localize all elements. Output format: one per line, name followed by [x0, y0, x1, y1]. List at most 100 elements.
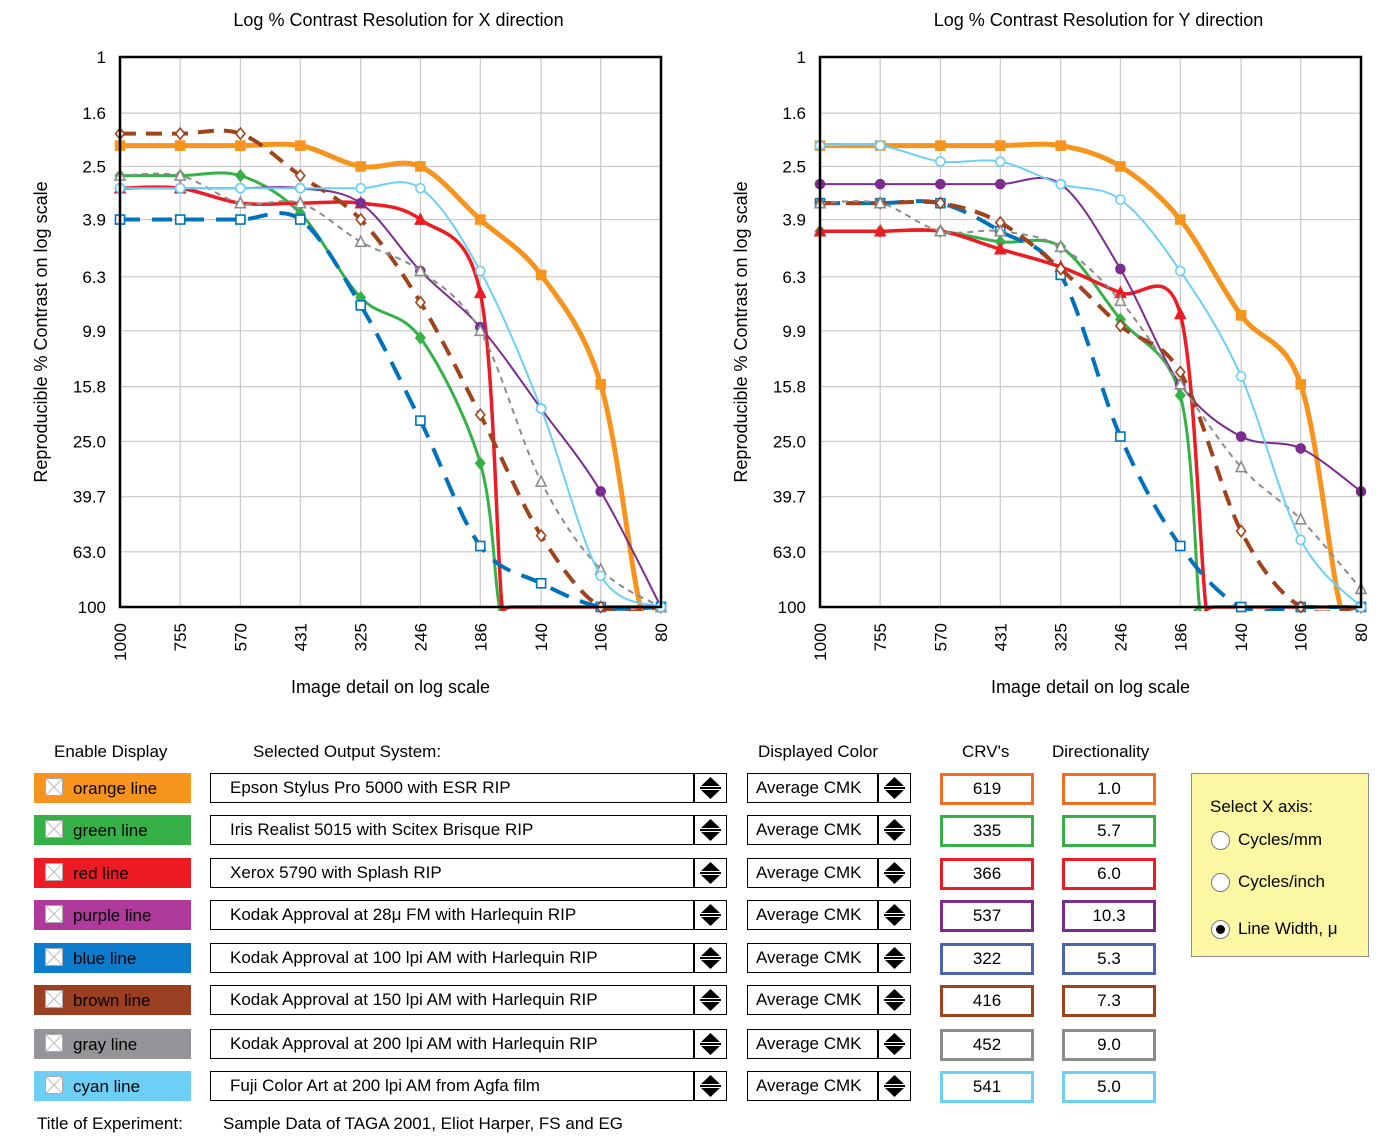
output-system-stepper[interactable] [694, 1029, 727, 1059]
output-system-stepper[interactable] [694, 943, 727, 973]
displayed-color-stepper[interactable] [878, 900, 911, 930]
displayed-color-field[interactable]: Average CMK [747, 815, 878, 845]
data-point-marker [873, 223, 887, 237]
enable-checkbox[interactable] [45, 820, 63, 838]
series-brown-line [114, 126, 667, 614]
enable-checkbox[interactable] [45, 990, 63, 1008]
output-system-field[interactable]: Kodak Approval at 28μ FM with Harlequin … [210, 900, 694, 930]
x-axis-radio-label[interactable]: Cycles/mm [1238, 830, 1323, 849]
data-point-marker [1294, 512, 1308, 525]
directionality-value: 5.0 [1062, 1071, 1156, 1103]
output-row: red line Xerox 5790 with Splash RIP Aver… [0, 858, 1385, 892]
enable-display-toggle[interactable]: green line [34, 815, 191, 845]
series-cyan-line [814, 140, 1367, 613]
enable-checkbox[interactable] [45, 778, 63, 796]
data-point-marker [415, 161, 426, 172]
output-system-field[interactable]: Kodak Approval at 200 lpi AM with Harleq… [210, 1029, 694, 1059]
y-tick-label: 1 [97, 48, 106, 67]
series-orange-line [814, 140, 1361, 611]
displayed-color-stepper[interactable] [878, 1071, 911, 1101]
output-system-stepper[interactable] [694, 773, 727, 803]
y-tick-label: 2.5 [782, 157, 806, 176]
data-point-marker [994, 156, 1006, 167]
enable-checkbox[interactable] [45, 1076, 63, 1094]
stepper-arrows-icon [884, 1033, 905, 1055]
x-axis-radio[interactable] [1211, 920, 1230, 939]
enable-display-toggle[interactable]: red line [34, 858, 191, 888]
data-point-marker [1174, 214, 1186, 225]
output-system-stepper[interactable] [694, 815, 727, 845]
output-system-stepper[interactable] [694, 1071, 727, 1101]
output-system-stepper[interactable] [694, 900, 727, 930]
data-point-marker [535, 403, 547, 414]
enable-display-label: cyan line [73, 1077, 141, 1096]
output-system-field[interactable]: Xerox 5790 with Splash RIP [210, 858, 694, 888]
enable-checkbox[interactable] [45, 905, 63, 923]
x-axis-radio-label[interactable]: Line Width, μ [1238, 919, 1338, 938]
data-point-marker [474, 540, 486, 552]
displayed-color-stepper[interactable] [878, 858, 911, 888]
data-point-marker [1235, 431, 1247, 442]
displayed-color-field[interactable]: Average CMK [747, 943, 878, 973]
output-row: blue line Kodak Approval at 100 lpi AM w… [0, 943, 1385, 977]
data-point-marker [1115, 431, 1126, 442]
y-tick-label: 15.8 [73, 378, 106, 397]
data-point-marker [1055, 140, 1067, 151]
displayed-color-stepper[interactable] [878, 943, 911, 973]
output-system-stepper[interactable] [694, 858, 727, 888]
enable-display-toggle[interactable]: cyan line [34, 1071, 191, 1101]
enable-checkbox[interactable] [45, 948, 63, 966]
enable-display-toggle[interactable]: brown line [34, 985, 191, 1015]
data-point-marker [294, 182, 306, 194]
output-system-field[interactable]: Iris Realist 5015 with Scitex Brisque RI… [210, 815, 694, 845]
displayed-color-field[interactable]: Average CMK [747, 858, 878, 888]
y-tick-label: 100 [778, 598, 806, 617]
displayed-color-stepper[interactable] [878, 773, 911, 803]
checkbox-cross-icon [46, 864, 62, 880]
experiment-title-value[interactable]: Sample Data of TAGA 2001, Eliot Harper, … [223, 1114, 624, 1133]
y-tick-label: 6.3 [82, 268, 106, 287]
directionality-value: 9.0 [1062, 1029, 1156, 1061]
data-point-marker [1055, 262, 1067, 276]
displayed-color-field[interactable]: Average CMK [747, 1029, 878, 1059]
x-axis-radio[interactable] [1211, 873, 1230, 892]
x-axis-radio-label[interactable]: Cycles/inch [1238, 872, 1325, 891]
data-point-marker [414, 263, 427, 277]
output-system-field[interactable]: Epson Stylus Pro 5000 with ESR RIP [210, 773, 694, 803]
data-point-marker [474, 265, 486, 277]
checkbox-cross-icon [46, 949, 62, 965]
output-system-field[interactable]: Kodak Approval at 100 lpi AM with Harleq… [210, 943, 694, 973]
output-system-stepper[interactable] [694, 985, 727, 1015]
enable-display-toggle[interactable]: orange line [34, 773, 191, 803]
stepper-arrows-icon [884, 777, 905, 799]
data-point-marker [874, 140, 886, 151]
displayed-color-field[interactable]: Average CMK [747, 773, 878, 803]
data-point-marker [294, 214, 306, 225]
enable-checkbox[interactable] [45, 863, 63, 881]
output-system-field[interactable]: Fuji Color Art at 200 lpi AM from Agfa f… [210, 1071, 694, 1101]
displayed-color-field[interactable]: Average CMK [747, 985, 878, 1015]
output-row: cyan line Fuji Color Art at 200 lpi AM f… [0, 1071, 1385, 1105]
stepper-arrows-icon [884, 989, 905, 1011]
y-tick-label: 2.5 [82, 157, 106, 176]
x-axis-radio[interactable] [1211, 831, 1230, 850]
x-axis-selector-title: Select X axis: [1210, 797, 1313, 816]
data-point-marker [1114, 319, 1126, 333]
displayed-color-stepper[interactable] [878, 815, 911, 845]
displayed-color-field[interactable]: Average CMK [747, 1071, 878, 1101]
displayed-color-stepper[interactable] [878, 985, 911, 1015]
data-point-marker [414, 331, 426, 345]
output-system-field[interactable]: Kodak Approval at 150 lpi AM with Harleq… [210, 985, 694, 1015]
displayed-color-stepper[interactable] [878, 1029, 911, 1059]
enable-checkbox[interactable] [45, 1034, 63, 1052]
enable-display-toggle[interactable]: gray line [34, 1029, 191, 1059]
stepper-arrows-icon [884, 862, 905, 884]
enable-display-label: brown line [73, 991, 151, 1010]
data-point-marker [873, 195, 887, 209]
data-point-marker [235, 140, 246, 151]
displayed-color-field[interactable]: Average CMK [747, 900, 878, 930]
x-tick-label: 755 [871, 623, 890, 651]
enable-display-toggle[interactable]: purple line [34, 900, 191, 930]
enable-display-toggle[interactable]: blue line [34, 943, 191, 973]
data-point-marker [1114, 293, 1127, 307]
